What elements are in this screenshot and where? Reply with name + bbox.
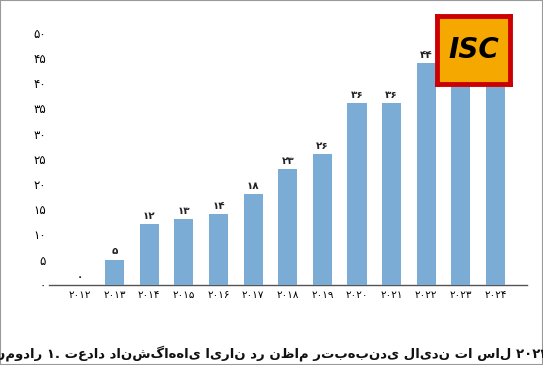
Text: ۳۶: ۳۶ (385, 91, 398, 100)
Text: ۲۳: ۲۳ (281, 156, 294, 166)
Text: ۲۶: ۲۶ (316, 141, 329, 151)
Bar (140, 224, 159, 285)
Bar (486, 53, 505, 285)
Text: ۱۲: ۱۲ (143, 211, 156, 221)
Text: ۴۶: ۴۶ (454, 40, 467, 50)
Text: ۵: ۵ (111, 246, 118, 257)
Bar (313, 154, 332, 285)
Bar (174, 219, 193, 285)
Bar (348, 103, 367, 285)
Bar (382, 103, 401, 285)
Text: ۴۴: ۴۴ (420, 50, 433, 60)
Bar (278, 169, 298, 285)
Bar (451, 53, 470, 285)
Bar (209, 214, 228, 285)
Text: ۱۸: ۱۸ (247, 181, 260, 191)
Text: ۴۶: ۴۶ (489, 40, 502, 50)
Text: ۱۳: ۱۳ (178, 206, 190, 216)
Text: نمودار ۱. تعداد دانشگاه‌های ایران در نظام رتبه‌بندی لایدن تا سال ۲۰۲۴: نمودار ۱. تعداد دانشگاه‌های ایران در نظا… (0, 346, 543, 361)
Bar (105, 260, 124, 285)
Text: ۰: ۰ (77, 272, 83, 282)
Text: ۳۶: ۳۶ (351, 91, 363, 100)
Text: ۱۴: ۱۴ (212, 201, 225, 211)
Bar (416, 63, 436, 285)
Text: ISC: ISC (449, 36, 499, 64)
Bar (244, 194, 263, 285)
